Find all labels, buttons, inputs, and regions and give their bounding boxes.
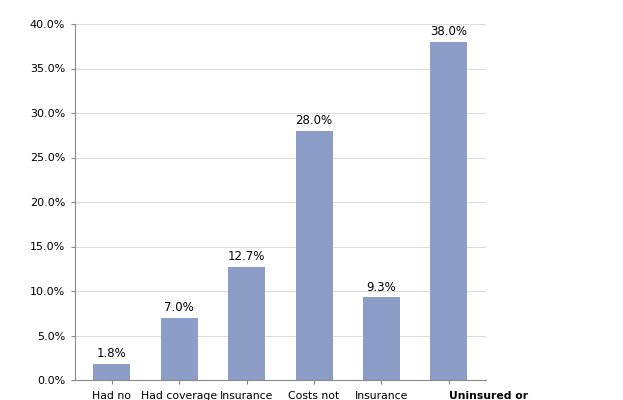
Bar — [295, 131, 333, 380]
Text: Uninsured or
inadequately
insured: Uninsured or inadequately insured — [449, 391, 529, 400]
Text: 12.7%: 12.7% — [228, 250, 265, 264]
Bar — [161, 318, 198, 380]
Text: Insurance
never or only
sometimes
permitted child to
see needed
providersᵃ: Insurance never or only sometimes permit… — [333, 391, 430, 400]
Text: 7.0%: 7.0% — [164, 301, 194, 314]
Bar — [228, 267, 265, 380]
Text: 28.0%: 28.0% — [295, 114, 333, 127]
Text: Costs not
covered by
insurance were
never or only
sometimes
reasonableᵃ: Costs not covered by insurance were neve… — [272, 391, 356, 400]
Text: 38.0%: 38.0% — [430, 25, 467, 38]
Bar — [363, 297, 400, 380]
Text: Had no
insurance all
year: Had no insurance all year — [77, 391, 146, 400]
Text: Had coverage
for part of the
year: Had coverage for part of the year — [141, 391, 217, 400]
Text: 1.8%: 1.8% — [97, 348, 127, 360]
Text: 9.3%: 9.3% — [366, 281, 396, 294]
Bar — [430, 42, 467, 380]
Text: Insurance
benefits never
or only
sometimes
met child's
needᵃ: Insurance benefits never or only sometim… — [207, 391, 286, 400]
Bar — [93, 364, 130, 380]
